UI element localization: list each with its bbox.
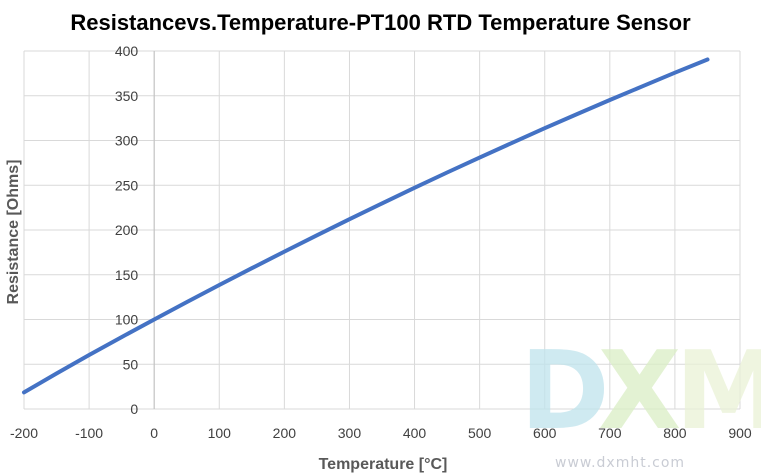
- x-tick-label: 200: [273, 425, 297, 441]
- chart-title: Resistancevs.Temperature-PT100 RTD Tempe…: [70, 10, 691, 35]
- x-tick-label: -200: [10, 425, 38, 441]
- x-tick-label: 100: [208, 425, 232, 441]
- y-tick-labels: 0 50 100 150 200 250 300 350 400: [115, 43, 139, 417]
- y-tick-label: 0: [130, 401, 138, 417]
- y-tick-label: 150: [115, 267, 139, 283]
- watermark-url: www.dxmht.com: [555, 455, 685, 471]
- x-tick-label: -100: [75, 425, 103, 441]
- x-tick-label: 900: [728, 425, 752, 441]
- y-tick-label: 50: [123, 356, 139, 372]
- x-tick-label: 0: [150, 425, 158, 441]
- y-axis-label: Resistance [Ohms]: [5, 160, 22, 305]
- x-tick-label: 500: [468, 425, 492, 441]
- y-tick-label: 250: [115, 177, 139, 193]
- y-tick-label: 100: [115, 312, 139, 328]
- y-tick-label: 350: [115, 88, 139, 104]
- x-tick-label: 800: [663, 425, 687, 441]
- watermark-letter: X: [598, 329, 681, 454]
- x-tick-label: 700: [598, 425, 622, 441]
- y-tick-label: 200: [115, 222, 139, 238]
- x-tick-label: 600: [533, 425, 557, 441]
- watermark-letter: D: [520, 329, 610, 454]
- x-tick-labels: -200 -100 0 100 200 300 400 500 600 700 800 900: [10, 425, 752, 441]
- y-tick-label: 400: [115, 43, 139, 59]
- x-tick-label: 400: [403, 425, 427, 441]
- watermark-letter: M: [675, 329, 761, 454]
- x-tick-label: 300: [338, 425, 362, 441]
- series-line: [22, 57, 710, 395]
- y-tick-label: 300: [115, 133, 139, 149]
- x-axis-label: Temperature [°C]: [319, 456, 448, 473]
